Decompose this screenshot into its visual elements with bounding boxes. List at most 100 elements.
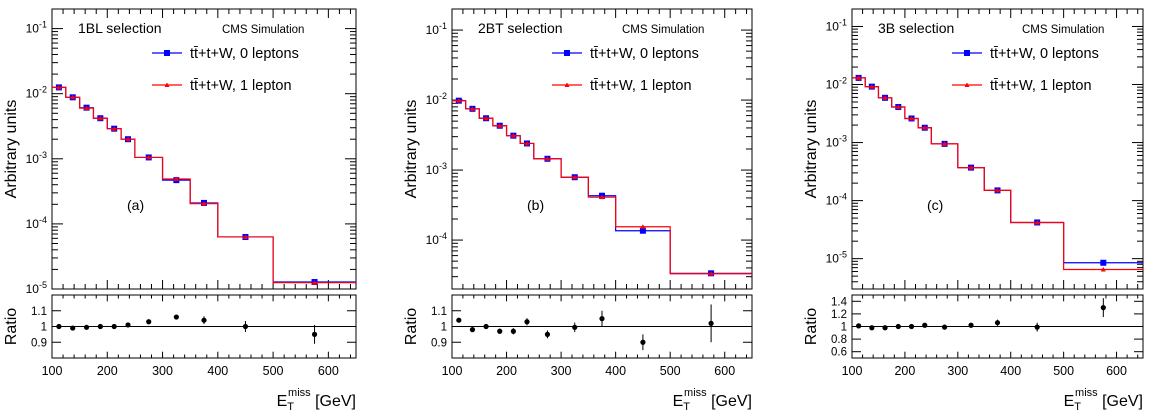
ratio-point [1100,305,1106,311]
ratio-point [1034,324,1040,330]
ratio-tick-label: 1 [41,322,47,334]
series-2-marker [312,280,318,285]
ratio-tick-label: 0.9 [431,337,447,349]
ratio-point [97,323,103,330]
panel-label: (a) [127,197,144,213]
ratio-point [856,323,862,329]
legend-marker [164,82,170,87]
ratio-tick-label: 0.8 [831,334,847,346]
series-2-marker [97,115,103,121]
series-2-marker [497,123,503,128]
series-2-marker [544,156,550,161]
ratio-point [201,317,207,323]
series-2-marker [1100,267,1106,272]
x-axis-title: ETmiss [GeV] [673,387,752,413]
y-tick-label: 10-1 [826,17,847,33]
ratio-point [469,327,476,333]
ratio-point [56,323,62,330]
x-tick-label: 500 [660,364,681,378]
panel-2: 100 200 300 400 500 600 10-4 10-3 10-2 10-1 0.9 1 1.… [403,8,753,413]
x-tick-label: 600 [1106,364,1127,378]
panel-3: 100 200 300 400 500 600 10-5 10-4 10-3 10-2 10-1 0.… [803,8,1144,413]
y-tick-label: 10-3 [426,161,447,177]
legend-marker [964,50,970,56]
x-tick-label: 500 [263,364,284,378]
ratio-tick-label: 1.2 [831,309,847,321]
x-tick-label: 400 [207,364,228,378]
y-tick-label: 10-5 [26,280,47,296]
ratio-point [483,323,489,330]
series-2-marker [173,176,179,181]
x-tick-label: 400 [605,364,626,378]
series-2-marker [968,165,974,170]
y-tick-label: 10-1 [26,20,47,36]
ratio-point [869,325,875,331]
ratio-tick-label: 1.1 [31,306,47,318]
series-1-marker [639,227,646,234]
series-2-marker [856,75,862,80]
ratio-point [242,323,249,330]
y-tick-label: 10-4 [426,231,447,247]
ratio-point [882,325,888,331]
ratio-tick-label: 1 [441,322,447,334]
x-tick-label: 300 [551,364,572,378]
x-tick-label: 600 [714,364,735,378]
ratio-point [941,324,948,330]
series-2-marker [125,136,131,142]
y-tick-label: 10-2 [26,85,47,101]
x-tick-label: 600 [318,364,339,378]
series-2-marker [84,105,90,111]
main-plot-frame [851,8,1144,290]
ratio-point [572,324,578,330]
ratio-point [70,325,76,331]
ratio-point [173,314,179,320]
ratio-point [599,316,605,322]
ratio-point [968,322,974,328]
legend-label: tt̄+t+W, 0 leptons [590,46,699,62]
series-2-marker [942,141,948,146]
series-2-marker [483,115,489,121]
selection-label: 3B selection [878,20,954,36]
series-2-marker [995,187,1000,193]
x-tick-label: 300 [152,364,173,378]
series-2-marker [56,84,62,90]
x-axis-title: ETmiss [GeV] [1064,387,1143,413]
legend-marker [964,82,970,87]
cms-simulation-label: CMS Simulation [1022,24,1104,36]
legend-label: tt̄+t+W, 0 leptons [190,46,299,62]
ratio-tick-label: 1.4 [831,296,848,308]
series-2-marker [70,94,76,100]
ratio-axis-title: Ratio [403,308,420,345]
series-2-marker [909,115,915,121]
series-2-marker [510,133,516,138]
series-2-marker [146,154,152,160]
ratio-point [83,324,90,330]
y-axis-title: Arbitrary units [3,100,20,199]
ratio-point [908,323,915,330]
main-plot-frame [51,8,357,290]
legend-label: tt̄+t+W, 0 leptons [990,46,1099,62]
x-tick-label: 200 [97,364,118,378]
series-2-marker [882,95,888,100]
x-tick-label: 400 [1000,364,1021,378]
ratio-tick-label: 1.1 [431,306,447,318]
series-2-marker [708,271,714,276]
x-tick-label: 500 [1053,364,1074,378]
ratio-point [708,320,714,326]
ratio-point [146,319,152,325]
legend-marker [564,50,570,56]
y-axis-title: Arbitrary units [403,100,420,199]
x-tick-label: 200 [894,364,915,378]
ratio-point [125,322,131,328]
series-2-marker [456,98,462,103]
series-2-marker [922,125,928,130]
series-2-marker [524,140,530,146]
series-2-histogram [852,77,1143,271]
series-1-marker [1100,259,1107,266]
ratio-point [311,331,318,337]
ratio-point [922,322,928,328]
series-2-marker [640,224,646,229]
x-tick-label: 100 [842,364,863,378]
y-tick-label: 10-4 [826,192,847,208]
